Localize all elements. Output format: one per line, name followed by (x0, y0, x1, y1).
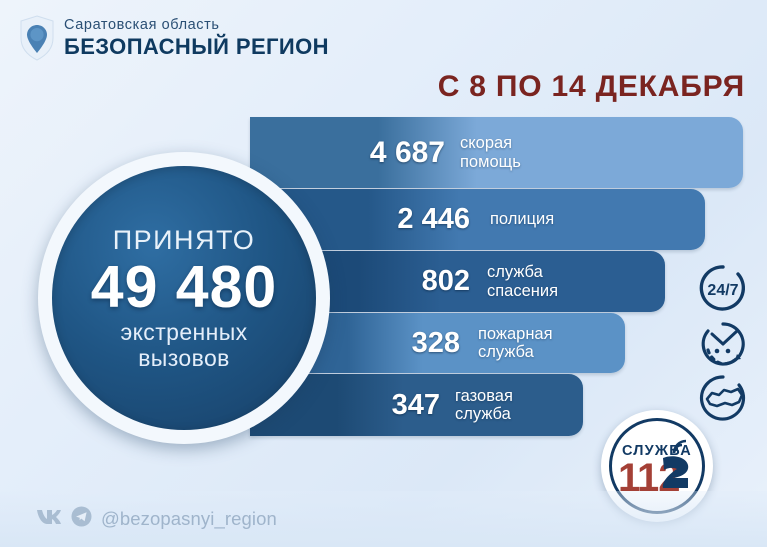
bar-5-value: 347 (391, 389, 440, 421)
signal-waves-icon (672, 439, 687, 454)
circle-top-label: ПРИНЯТО (112, 225, 256, 256)
24-7-icon: 24/7 (697, 262, 749, 319)
circle-caption-line2: вызовов (138, 344, 230, 371)
24-7-label: 24/7 (707, 282, 738, 299)
bar-5-label: газовая служба (455, 386, 513, 423)
bar-4-label: пожарная служба (478, 324, 553, 361)
bar-2-label: полиция (490, 210, 555, 229)
social-handle[interactable]: @bezopasnyi_region (101, 508, 277, 529)
region-map-icon (697, 372, 749, 429)
social-footer: @bezopasnyi_region (0, 491, 767, 547)
service-112-ring: СЛУЖБА 112 (609, 418, 705, 514)
brand-title: БЕЗОПАСНЫЙ РЕГИОН (64, 33, 329, 59)
bar-2 (250, 189, 705, 250)
bar-2-value: 2 446 (397, 203, 470, 235)
brand-subtitle: Саратовская область (64, 17, 220, 34)
service-112-word: СЛУЖБА (622, 443, 692, 459)
total-calls-circle-inner: ПРИНЯТО 49 480 экстренных вызовов (52, 166, 316, 430)
circle-total-number: 49 480 (90, 254, 278, 321)
shield-pin-icon (18, 14, 56, 62)
bar-3-label: служба спасения (487, 263, 559, 300)
bar-1 (250, 117, 743, 188)
telegram-icon[interactable] (71, 506, 92, 532)
bar-1-label: скорая помощь (460, 134, 521, 171)
clock-timer-icon (697, 318, 749, 375)
brand-logo: Саратовская область БЕЗОПАСНЫЙ РЕГИОН (18, 14, 329, 62)
handset-shape-icon (662, 456, 689, 488)
vk-icon[interactable] (36, 508, 62, 530)
bar-4-value: 328 (411, 327, 460, 359)
bar-1-value: 4 687 (369, 136, 445, 169)
bar-3-value: 802 (421, 265, 470, 297)
circle-caption-line1: экстренных (120, 319, 248, 346)
total-calls-circle: ПРИНЯТО 49 480 экстренных вызовов (38, 152, 330, 444)
bar-5 (250, 374, 583, 436)
date-range-title: С 8 ПО 14 ДЕКАБРЯ (437, 70, 745, 103)
